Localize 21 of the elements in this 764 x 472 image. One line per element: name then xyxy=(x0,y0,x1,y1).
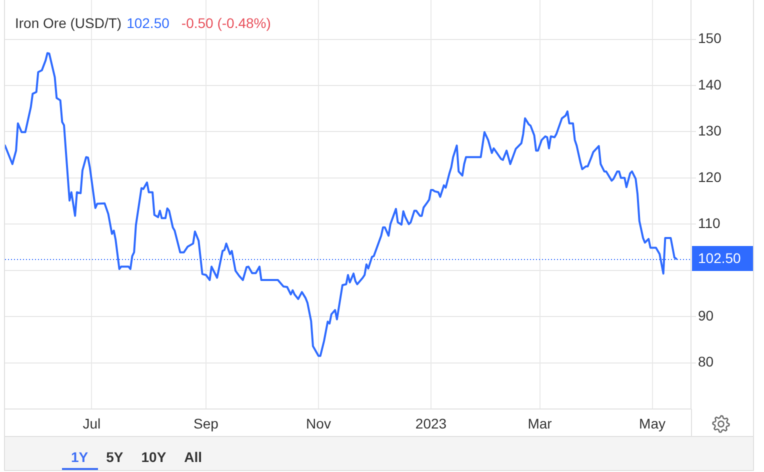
x-tick-label: 2023 xyxy=(415,415,447,432)
text: 1Y xyxy=(70,448,90,466)
y-tick-label: 130 xyxy=(698,122,722,139)
x-tick-label: Nov xyxy=(306,415,331,432)
x-tick-label: Jul xyxy=(82,415,101,432)
y-tick-label: 120 xyxy=(698,168,722,185)
x-tick-label: May xyxy=(639,415,666,432)
y-tick-label: 140 xyxy=(698,76,722,92)
y-tick-label: 150 xyxy=(698,30,722,46)
y-tick-label: 110 xyxy=(698,215,721,231)
y-tick-label: 90 xyxy=(698,307,714,324)
annotation: 102.50 xyxy=(126,15,170,31)
ref-line-label: 102.50 xyxy=(698,250,742,266)
y-tick-label: 80 xyxy=(698,354,714,370)
x-tick-label: Mar xyxy=(528,415,552,432)
text: 5Y xyxy=(105,448,124,466)
text: All xyxy=(183,448,204,466)
text: Iron Ore (USD/T) xyxy=(15,15,122,31)
text: 10Y xyxy=(140,448,168,466)
x-tick-label: Sep xyxy=(194,415,219,432)
annotation: -0.50 (-0.48%) xyxy=(181,15,271,31)
